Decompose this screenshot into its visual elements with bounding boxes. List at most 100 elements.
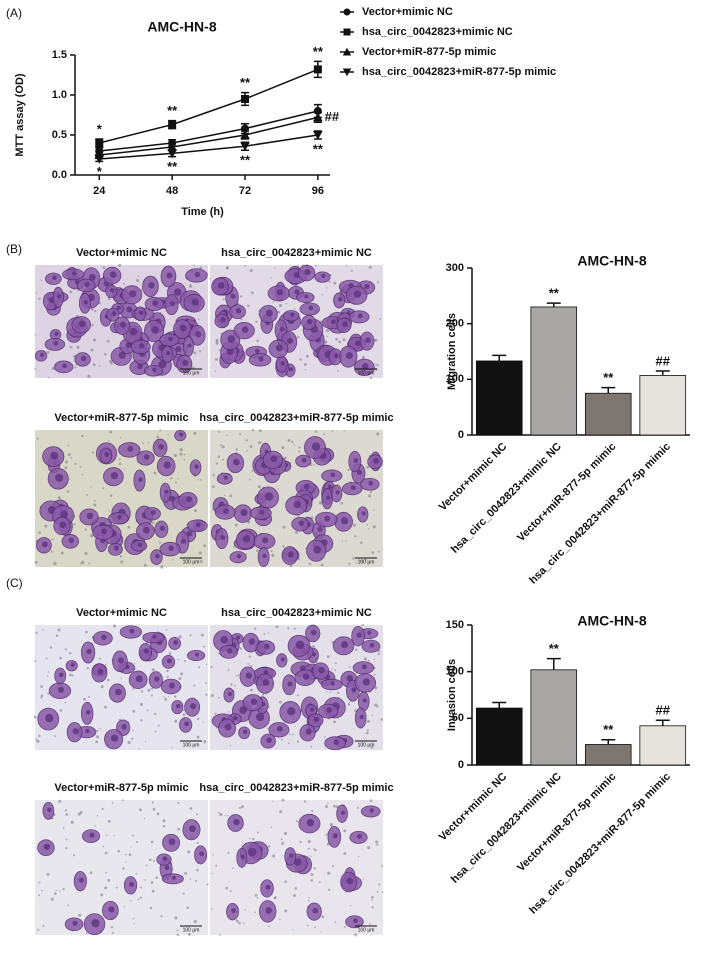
debris [367,846,371,850]
debris [297,694,299,697]
debris [192,366,195,370]
debris [380,718,384,721]
annotation: ## [325,109,340,124]
debris [130,899,132,902]
debris [310,873,314,876]
debris [237,674,240,676]
data-point [313,131,323,140]
debris [182,713,186,717]
debris [355,562,357,564]
debris [250,291,254,295]
debris [46,872,50,876]
nucleus [369,642,375,648]
debris [257,441,261,445]
debris [348,666,351,668]
debris [69,673,72,677]
nucleus [164,865,170,871]
debris [85,630,88,634]
debris [180,672,184,676]
debris [368,265,372,269]
debris [234,523,238,527]
debris [240,318,243,321]
debris [254,627,257,630]
debris [59,890,61,893]
debris [249,664,253,668]
nucleus [143,454,150,460]
debris [343,852,347,856]
legend-label: Vector+miR-877-5p mimic [362,46,496,58]
nucleus [86,512,94,520]
debris [282,544,285,548]
debris [348,701,351,704]
nucleus [330,681,335,686]
nucleus [169,682,175,689]
debris [293,444,295,446]
nucleus [41,541,48,548]
debris [203,544,207,548]
nucleus [333,739,339,745]
y-axis-label: Invasion cells [446,659,458,731]
debris [106,339,110,343]
x-tick-label: 72 [239,185,251,197]
debris [360,541,363,544]
data-point [240,130,250,139]
debris [164,697,168,701]
debris [176,933,179,937]
debris [220,443,222,446]
debris [136,841,139,844]
debris [267,727,269,730]
image-caption: Vector+miR-877-5p mimic [54,412,188,424]
micrograph-background [35,800,208,935]
debris [376,843,379,846]
nucleus [194,464,199,469]
debris [70,820,74,824]
nucleus [342,321,348,328]
nucleus [227,648,233,654]
nucleus [350,485,356,491]
nucleus [302,673,310,680]
debris [62,827,65,829]
debris [362,878,364,880]
debris [217,811,220,814]
debris [333,281,337,285]
debris [132,834,135,837]
nucleus [135,675,143,683]
debris [239,433,242,436]
debris [106,678,110,682]
nucleus [182,359,189,367]
nucleus [168,838,176,846]
bar [639,725,687,766]
debris [369,799,373,802]
debris [49,646,53,649]
debris [331,430,334,432]
nucleus [279,326,285,332]
debris [101,808,104,811]
nucleus [328,484,333,489]
debris [179,452,183,456]
annotation: ** [549,641,560,656]
debris [34,333,37,336]
debris [314,430,318,433]
panel-label: (C) [6,576,23,590]
debris [36,739,40,743]
nucleus [255,712,265,722]
nucleus [45,713,54,723]
debris [375,840,379,844]
debris [73,523,76,526]
legend-marker [342,68,352,77]
nucleus [310,707,315,712]
debris [193,684,196,687]
debris [90,348,94,352]
data-point [168,120,177,129]
debris [327,871,331,875]
image-caption: Vector+mimic NC [76,607,167,619]
nucleus [158,360,167,369]
nucleus [195,652,200,657]
scale-bar-label: 100 μm [183,559,200,565]
error-bar [601,739,616,745]
y-tick-label: 200 [446,318,464,330]
debris [196,841,199,845]
debris [279,303,283,308]
debris [376,363,379,367]
debris [196,868,199,872]
